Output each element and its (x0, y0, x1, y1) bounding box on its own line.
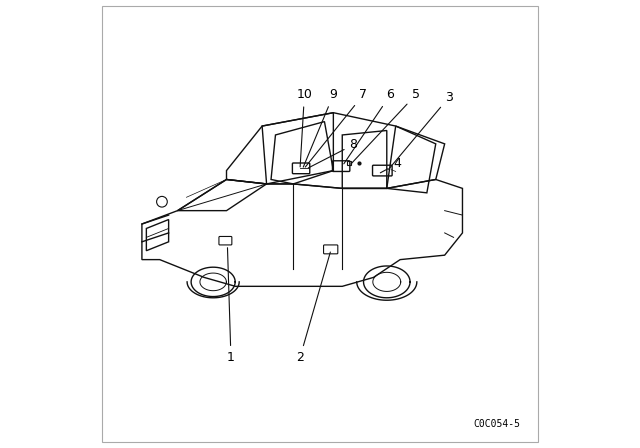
Text: 9: 9 (303, 88, 337, 167)
Text: 7: 7 (305, 88, 367, 167)
Text: 10: 10 (296, 88, 312, 167)
Text: 8: 8 (308, 138, 357, 168)
Text: 1: 1 (227, 248, 235, 364)
Text: 4: 4 (380, 157, 401, 173)
Text: 2: 2 (296, 252, 330, 364)
Text: C0C054-5: C0C054-5 (474, 419, 520, 429)
Text: 6: 6 (344, 88, 394, 164)
Text: 5: 5 (351, 88, 420, 164)
Text: 3: 3 (388, 90, 453, 169)
